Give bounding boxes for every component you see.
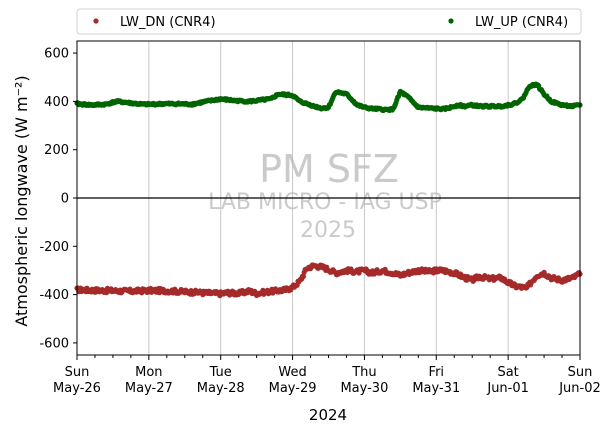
y-tick-label: 200	[44, 143, 69, 158]
legend-frame	[76, 8, 582, 35]
watermark: PM SFZ LAB MICRO - IAG USP 2025	[208, 147, 442, 243]
x-tick-label-day: Sun	[568, 365, 593, 380]
plot-area: PM SFZ LAB MICRO - IAG USP 2025	[74, 40, 583, 356]
y-tick-label: -200	[39, 240, 69, 255]
legend: LW_DN (CNR4) LW_UP (CNR4)	[76, 8, 582, 35]
lw-dn-point	[300, 273, 306, 280]
x-tick-label-date: May-31	[412, 381, 460, 396]
y-tick-label: 400	[44, 95, 69, 110]
series-lw-up	[74, 81, 583, 114]
x-tick-label-date: Jun-01	[486, 381, 529, 396]
x-axis-label: 2024	[309, 406, 347, 424]
x-tick-label-day: Sun	[65, 365, 90, 380]
legend-marker-lw-up	[448, 18, 454, 24]
x-tick-label-date: May-28	[197, 381, 245, 396]
y-tick-label: -600	[39, 336, 69, 351]
x-tick-label-date: May-29	[269, 381, 317, 396]
x-tick-label-date: Jun-02	[558, 381, 601, 396]
legend-label-lw-dn: LW_DN (CNR4)	[120, 15, 216, 30]
x-tick-label-date: May-26	[53, 381, 101, 396]
y-tick-label: 0	[61, 192, 69, 207]
y-axis-label: Atmospheric longwave (W m⁻²)	[12, 75, 31, 326]
watermark-line-3: 2025	[300, 218, 356, 243]
x-tick-label-date: May-27	[125, 381, 173, 396]
y-tick-label: 600	[44, 47, 69, 62]
x-tick-label-day: Tue	[209, 365, 232, 380]
legend-label-lw-up: LW_UP (CNR4)	[475, 15, 568, 30]
x-tick-label-day: Wed	[278, 365, 306, 380]
x-axis: SunMay-26MonMay-27TueMay-28WedMay-29ThuM…	[53, 355, 601, 396]
y-tick-label: -400	[39, 288, 69, 303]
x-tick-label-day: Mon	[135, 365, 162, 380]
x-tick-label-day: Fri	[429, 365, 445, 380]
series-lw-dn	[74, 262, 583, 299]
watermark-line-1: PM SFZ	[259, 147, 399, 191]
legend-marker-lw-dn	[93, 18, 99, 24]
x-tick-label-date: May-30	[340, 381, 388, 396]
x-tick-label-day: Sat	[497, 365, 518, 380]
y-axis: 600 400 200 0 -200 -400 -600	[39, 47, 77, 351]
x-tick-label-day: Thu	[351, 365, 376, 380]
watermark-line-2: LAB MICRO - IAG USP	[208, 190, 442, 215]
